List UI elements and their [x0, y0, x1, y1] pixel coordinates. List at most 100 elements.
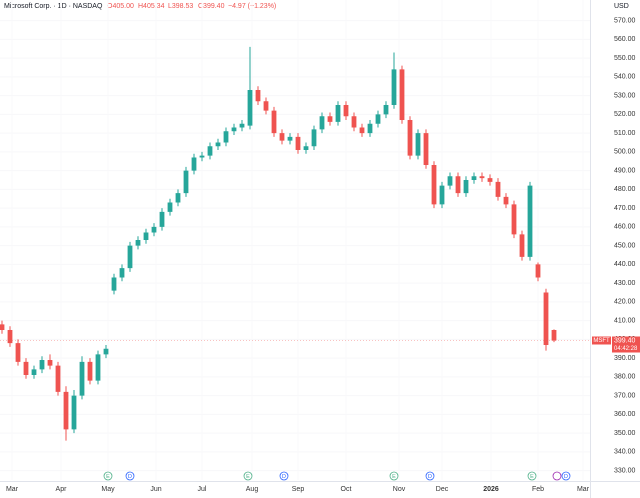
- symbol-tag: [592, 336, 611, 345]
- y-tick-label: 410.00: [614, 317, 636, 324]
- price-tag: [612, 336, 640, 353]
- ohlc-open: O405.00: [107, 3, 134, 10]
- y-tick-label: 380.00: [614, 374, 636, 381]
- candle-body: [303, 146, 309, 150]
- candle-body: [199, 155, 205, 158]
- candle-body: [527, 185, 533, 257]
- candle-body: [423, 133, 429, 165]
- candle-body: [439, 185, 445, 205]
- candle-body: [431, 165, 437, 205]
- candle-body: [159, 211, 165, 227]
- candle-body: [479, 176, 485, 179]
- event-marker-label: E: [106, 474, 110, 480]
- event-marker-label: D: [428, 474, 432, 480]
- candle-body: [55, 365, 61, 392]
- candle-body: [15, 343, 21, 362]
- candle-body: [327, 116, 333, 122]
- y-tick-label: 430.00: [614, 280, 636, 287]
- candle-body: [255, 90, 261, 102]
- candle-body: [447, 176, 453, 186]
- candle-body: [543, 292, 549, 345]
- candle-body: [7, 330, 13, 344]
- x-tick-label: Jun: [150, 486, 161, 493]
- candle-body: [319, 116, 325, 130]
- x-tick-label: 2026: [483, 486, 499, 493]
- event-marker-label: E: [392, 474, 396, 480]
- candle-body: [47, 360, 53, 366]
- candle-body: [399, 69, 405, 120]
- y-tick-label: 360.00: [614, 411, 636, 418]
- event-marker: [527, 471, 537, 481]
- x-tick-label: May: [101, 486, 115, 493]
- symbol-tag-label: MSFT: [593, 338, 610, 344]
- event-marker-label: D: [564, 474, 568, 480]
- candle-body: [119, 268, 125, 278]
- ohlc-close: C399.40: [198, 3, 225, 10]
- y-tick-label: 470.00: [614, 205, 636, 212]
- event-marker-label: D: [128, 474, 132, 480]
- candle-body: [23, 361, 29, 375]
- currency-label: USD: [614, 3, 629, 10]
- candle-body: [191, 157, 197, 171]
- candle-body: [271, 110, 277, 134]
- x-tick-label: Jul: [198, 486, 207, 493]
- candle-body: [287, 136, 293, 141]
- candle-body: [175, 193, 181, 203]
- candle-body: [311, 129, 317, 147]
- event-marker: [103, 471, 113, 481]
- candle-body: [335, 105, 341, 122]
- y-tick-label: 370.00: [614, 392, 636, 399]
- candle-body: [391, 69, 397, 105]
- x-tick-label: Apr: [56, 486, 68, 493]
- candle-body: [79, 361, 85, 396]
- candle-body: [39, 360, 45, 370]
- event-marker: [243, 471, 253, 481]
- y-tick-label: 340.00: [614, 449, 636, 456]
- y-tick-label: 480.00: [614, 186, 636, 193]
- y-tick-label: 460.00: [614, 224, 636, 231]
- symbol-title: Microsoft Corp. · 1D · NASDAQ: [4, 3, 103, 10]
- price-tag-label: 399.40: [614, 337, 636, 344]
- candle-body: [463, 180, 469, 194]
- y-tick-label: 520.00: [614, 111, 636, 118]
- y-tick-label: 450.00: [614, 242, 636, 249]
- x-tick-label: Mar: [577, 486, 590, 493]
- x-tick-label: Feb: [532, 486, 544, 493]
- candle-body: [503, 196, 509, 205]
- candle-body: [31, 369, 37, 375]
- candle-body: [415, 133, 421, 156]
- candle-body: [111, 277, 117, 291]
- candle-body: [223, 131, 229, 143]
- candle-body: [367, 123, 373, 134]
- event-marker: [125, 471, 135, 481]
- candle-body: [471, 176, 477, 180]
- candle-body: [511, 204, 517, 235]
- candle-body: [215, 142, 221, 147]
- y-tick-label: 420.00: [614, 299, 636, 306]
- candle-body: [551, 330, 557, 341]
- x-tick-label: Sep: [292, 486, 305, 493]
- candle-body: [263, 101, 269, 111]
- y-tick-label: 530.00: [614, 92, 636, 99]
- candle-body: [383, 105, 389, 115]
- candle-body: [239, 123, 245, 128]
- x-tick-label: Oct: [341, 486, 352, 493]
- event-marker: [561, 471, 571, 481]
- candle-body: [135, 240, 141, 246]
- y-tick-label: 440.00: [614, 261, 636, 268]
- candle-body: [87, 361, 93, 381]
- candle-body: [375, 114, 381, 124]
- x-tick-label: Dec: [436, 486, 449, 493]
- event-marker: [279, 471, 289, 481]
- candle-body: [535, 264, 541, 278]
- y-tick-label: 490.00: [614, 167, 636, 174]
- candle-body: [71, 395, 77, 430]
- candle-body: [295, 136, 301, 150]
- candle-body: [103, 348, 109, 355]
- candle-body: [151, 226, 157, 233]
- candle-body: [0, 324, 5, 330]
- event-marker-label: E: [530, 474, 534, 480]
- x-tick-label: Aug: [246, 486, 259, 493]
